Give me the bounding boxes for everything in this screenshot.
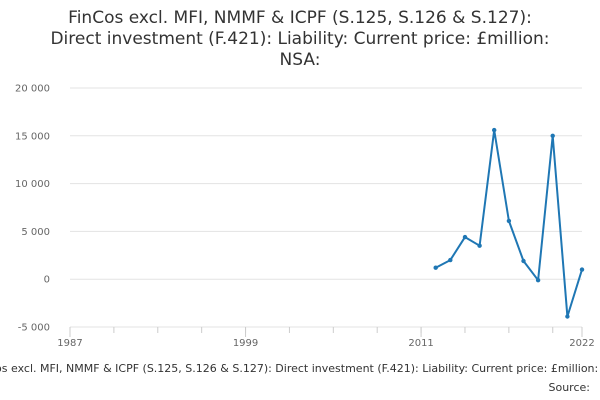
y-tick-label: -5 000 bbox=[18, 323, 50, 334]
data-point bbox=[477, 243, 482, 248]
series-layer bbox=[433, 127, 585, 319]
data-point bbox=[535, 278, 541, 283]
y-tick-label: 15 000 bbox=[15, 131, 50, 142]
y-tick-label: 20 000 bbox=[15, 84, 50, 95]
data-point bbox=[492, 127, 497, 133]
data-point bbox=[448, 257, 453, 263]
chart-title-line-3: NSA: bbox=[279, 50, 321, 70]
data-point bbox=[550, 133, 555, 138]
x-axis-label: FinCos excl. MFI, NMMF & ICPF (S.125, S.… bbox=[0, 362, 600, 375]
data-point bbox=[506, 218, 512, 224]
x-tick-label: 1987 bbox=[57, 338, 82, 349]
data-point bbox=[521, 258, 526, 264]
axis-layer: -5 000 0 5 000 10 000 15 000 20 000 1987 1999 20… bbox=[15, 84, 595, 350]
data-point bbox=[433, 265, 438, 270]
x-tick-label: 2022 bbox=[569, 338, 594, 349]
x-tick-label: 2011 bbox=[408, 338, 433, 349]
y-tick-label: 5 000 bbox=[21, 227, 50, 238]
chart-title: FinCos excl. MFI, NMMF & ICPF (S.125, S.… bbox=[0, 8, 600, 71]
chart-title-line-2: Direct investment (F.421): Liability: Cu… bbox=[50, 29, 550, 49]
data-point bbox=[579, 267, 585, 272]
y-tick-label: 0 bbox=[44, 275, 50, 286]
series-line bbox=[435, 129, 583, 318]
data-point bbox=[565, 314, 570, 319]
source-label: Source: bbox=[549, 381, 591, 394]
x-tick-label: 1999 bbox=[233, 338, 258, 349]
y-tick-label: 10 000 bbox=[15, 179, 50, 190]
grid-layer bbox=[70, 87, 582, 328]
chart-title-line-1: FinCos excl. MFI, NMMF & ICPF (S.125, S.… bbox=[68, 8, 532, 28]
data-point bbox=[462, 234, 468, 240]
